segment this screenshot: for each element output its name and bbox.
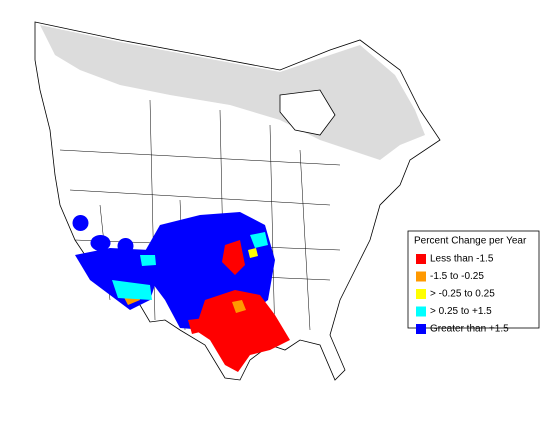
legend-swatch bbox=[416, 289, 426, 299]
trend-region bbox=[250, 232, 268, 248]
legend-title: Percent Change per Year bbox=[414, 236, 527, 247]
legend-swatch bbox=[416, 254, 426, 264]
legend-swatch bbox=[416, 324, 426, 334]
legend-label: Greater than +1.5 bbox=[430, 324, 509, 335]
legend-box bbox=[407, 230, 540, 329]
data-regions bbox=[72, 212, 290, 372]
trend-region bbox=[112, 280, 152, 300]
trend-region bbox=[195, 290, 290, 372]
legend-label: -1.5 to -0.25 bbox=[430, 271, 484, 282]
legend-items: Less than -1.5 -1.5 to -0.25 > -0.25 to 0.… bbox=[416, 254, 509, 335]
trend-region bbox=[248, 248, 258, 258]
trend-region bbox=[72, 215, 169, 274]
hudson-bay bbox=[279, 89, 336, 136]
trend-region bbox=[232, 300, 246, 313]
trend-region bbox=[140, 255, 156, 266]
legend-label: > 0.25 to +1.5 bbox=[430, 306, 492, 317]
trend-region bbox=[188, 318, 208, 334]
legend-label: Less than -1.5 bbox=[430, 254, 494, 265]
legend-label: > -0.25 to 0.25 bbox=[430, 289, 495, 300]
trend-region bbox=[222, 240, 245, 275]
tundra-region bbox=[40, 25, 425, 160]
legend-swatch bbox=[416, 306, 426, 317]
legend-swatch bbox=[416, 271, 426, 282]
